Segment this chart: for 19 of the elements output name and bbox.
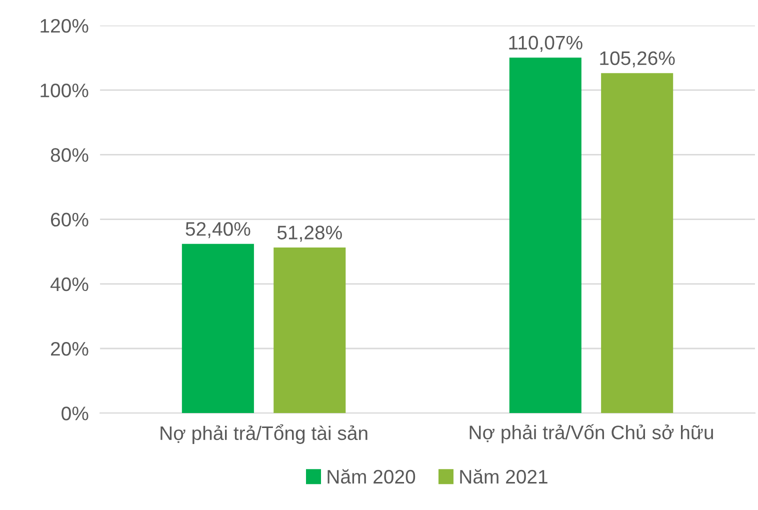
data-label: 105,26% xyxy=(600,51,675,68)
y-tick-label: 60% xyxy=(51,212,88,227)
y-tick-label: 40% xyxy=(50,277,88,292)
y-tick-label: 20% xyxy=(51,342,88,356)
bar xyxy=(274,247,346,414)
legend-label: Năm 2020 xyxy=(328,469,416,484)
bar xyxy=(509,58,582,414)
y-tick-label: 120% xyxy=(40,18,88,33)
bar xyxy=(182,244,254,414)
y-tick-label: 0% xyxy=(62,406,88,420)
x-tick-label: Nợ phải trả/Tổng tài sản xyxy=(160,424,368,444)
data-label: 110,07% xyxy=(509,36,582,52)
data-label: 52,40% xyxy=(186,222,250,238)
y-tick-label: 80% xyxy=(50,148,88,162)
data-label: 51,28% xyxy=(277,226,342,242)
bar xyxy=(601,73,674,414)
legend-label: Năm 2021 xyxy=(460,469,548,484)
y-tick-label: 100% xyxy=(40,84,88,98)
x-tick-label: Nợ phải trả/Vốn Chủ sở hữu xyxy=(470,424,713,444)
